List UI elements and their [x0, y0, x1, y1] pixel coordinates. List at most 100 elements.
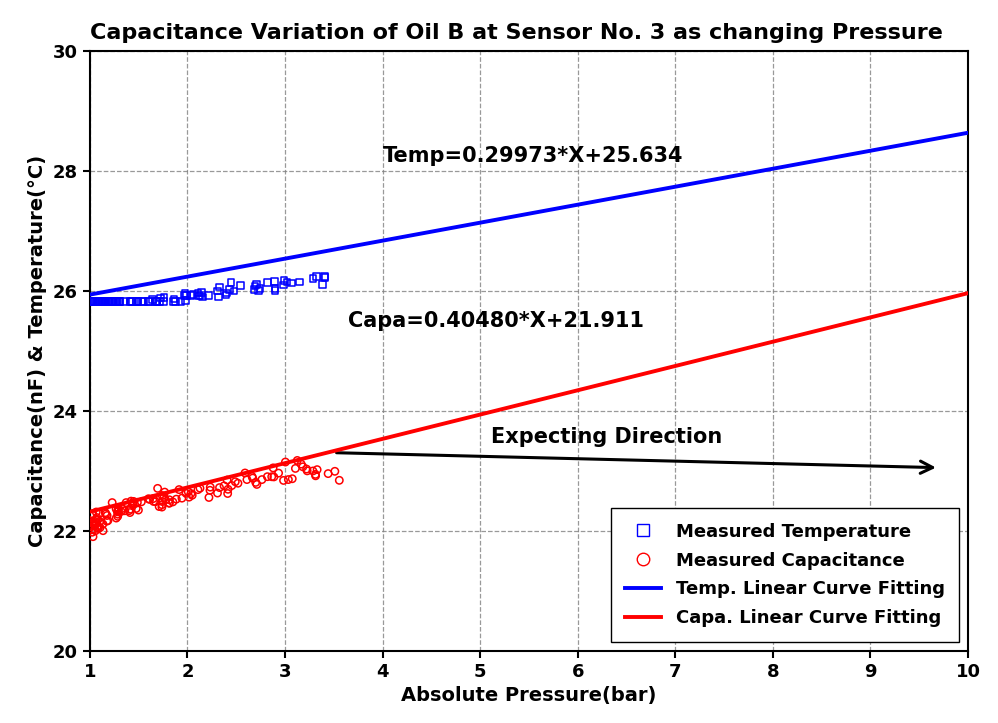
- Measured Temperature: [84, 296, 100, 307]
- Measured Capacitance: [84, 518, 100, 529]
- Measured Capacitance: [122, 507, 138, 518]
- Measured Capacitance: [122, 503, 138, 515]
- Measured Capacitance: [95, 518, 111, 530]
- Measured Capacitance: [110, 504, 126, 515]
- Measured Capacitance: [108, 513, 124, 524]
- Measured Temperature: [94, 296, 110, 307]
- Measured Temperature: [314, 278, 330, 290]
- Measured Capacitance: [181, 486, 197, 497]
- Measured Capacitance: [154, 499, 170, 510]
- Measured Capacitance: [125, 497, 141, 509]
- Y-axis label: Capacitance(nF) & Temperature(°C): Capacitance(nF) & Temperature(°C): [28, 155, 47, 547]
- Measured Capacitance: [171, 484, 187, 495]
- Measured Temperature: [96, 296, 112, 307]
- Measured Capacitance: [151, 501, 167, 513]
- Measured Capacitance: [265, 462, 281, 474]
- Measured Temperature: [145, 294, 161, 305]
- Measured Capacitance: [128, 502, 144, 514]
- Measured Capacitance: [110, 508, 126, 520]
- Measured Capacitance: [92, 508, 108, 519]
- Measured Capacitance: [98, 507, 114, 518]
- Temp. Linear Curve Fitting: [962, 129, 974, 137]
- Measured Temperature: [194, 287, 210, 299]
- Measured Capacitance: [108, 503, 124, 515]
- Measured Capacitance: [110, 510, 126, 522]
- Measured Temperature: [130, 296, 146, 307]
- Measured Temperature: [305, 273, 321, 284]
- Measured Temperature: [136, 296, 152, 307]
- Measured Temperature: [247, 281, 262, 292]
- Temp. Linear Curve Fitting: [604, 194, 616, 203]
- Measured Temperature: [109, 296, 125, 307]
- Measured Temperature: [267, 283, 283, 294]
- Measured Temperature: [91, 296, 107, 307]
- Measured Temperature: [166, 294, 182, 305]
- Measured Temperature: [210, 285, 226, 296]
- Measured Capacitance: [92, 522, 108, 534]
- Measured Capacitance: [87, 519, 103, 531]
- Measured Temperature: [185, 289, 201, 301]
- Measured Temperature: [86, 296, 102, 307]
- Measured Temperature: [141, 296, 157, 307]
- Measured Temperature: [92, 296, 108, 307]
- Capa. Linear Curve Fitting: [962, 288, 974, 297]
- Measured Temperature: [190, 287, 206, 299]
- Measured Temperature: [149, 296, 165, 307]
- Measured Capacitance: [155, 489, 171, 501]
- Measured Temperature: [101, 296, 117, 307]
- Measured Temperature: [266, 275, 282, 287]
- Measured Temperature: [250, 285, 266, 296]
- Measured Temperature: [259, 277, 275, 288]
- Measured Capacitance: [157, 487, 173, 498]
- Measured Temperature: [148, 296, 164, 307]
- Measured Capacitance: [161, 497, 177, 509]
- Measured Capacitance: [86, 517, 102, 529]
- Measured Capacitance: [178, 487, 194, 499]
- Measured Temperature: [111, 296, 127, 307]
- Measured Capacitance: [327, 466, 343, 477]
- Measured Capacitance: [284, 473, 300, 484]
- Measured Temperature: [267, 284, 283, 296]
- Measured Capacitance: [100, 515, 116, 526]
- Measured Capacitance: [307, 469, 323, 480]
- Measured Temperature: [233, 280, 249, 291]
- Line: Capa. Linear Curve Fitting: Capa. Linear Curve Fitting: [90, 293, 968, 512]
- Measured Temperature: [283, 277, 299, 288]
- Measured Capacitance: [125, 497, 141, 509]
- Measured Capacitance: [320, 468, 336, 479]
- Measured Capacitance: [298, 463, 314, 475]
- Measured Capacitance: [92, 515, 108, 527]
- Measured Capacitance: [293, 458, 309, 470]
- Measured Capacitance: [131, 504, 147, 515]
- Measured Capacitance: [95, 525, 111, 536]
- Capa. Linear Curve Fitting: [87, 507, 99, 515]
- Measured Capacitance: [248, 476, 263, 488]
- Measured Temperature: [222, 284, 238, 296]
- Measured Capacitance: [156, 492, 172, 503]
- Measured Temperature: [166, 296, 182, 307]
- Measured Capacitance: [280, 474, 296, 485]
- Temp. Linear Curve Fitting: [824, 154, 836, 163]
- Measured Capacitance: [85, 508, 101, 520]
- Measured Temperature: [227, 286, 243, 297]
- Measured Temperature: [247, 283, 262, 295]
- Measured Capacitance: [230, 477, 246, 489]
- Text: Expecting Direction: Expecting Direction: [491, 427, 723, 447]
- Measured Temperature: [291, 276, 307, 288]
- Measured Capacitance: [287, 463, 303, 474]
- Measured Temperature: [112, 296, 128, 307]
- Measured Capacitance: [150, 482, 166, 494]
- Measured Temperature: [183, 290, 199, 301]
- Measured Capacitance: [90, 514, 106, 526]
- Measured Capacitance: [154, 501, 170, 513]
- Measured Capacitance: [83, 521, 99, 533]
- Line: Temp. Linear Curve Fitting: Temp. Linear Curve Fitting: [90, 133, 968, 295]
- Measured Capacitance: [130, 497, 146, 508]
- Measured Capacitance: [201, 492, 217, 503]
- Measured Temperature: [124, 296, 140, 307]
- Measured Capacitance: [239, 474, 254, 485]
- Capa. Linear Curve Fitting: [604, 378, 616, 387]
- Measured Temperature: [252, 283, 268, 294]
- Measured Capacitance: [114, 502, 130, 514]
- Measured Capacitance: [89, 522, 105, 534]
